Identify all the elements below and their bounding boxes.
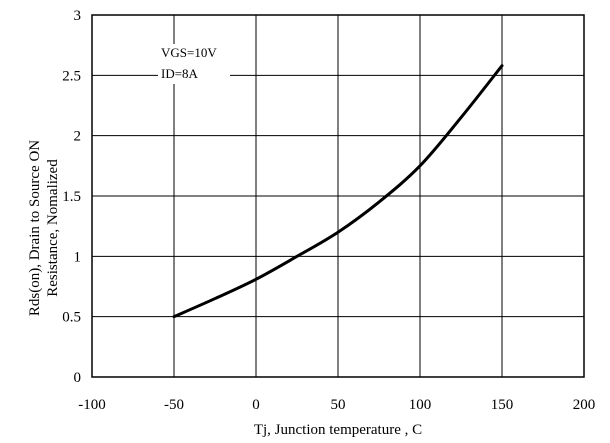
x-tick-labels: -100 -50 0 50 100 150 200 (78, 397, 595, 413)
y-tick-label: 0.5 (62, 310, 81, 326)
x-tick-label: -50 (164, 397, 184, 413)
annotation-vgs: VGS=10V (161, 45, 217, 60)
y-tick-label: 2 (74, 129, 82, 145)
y-tick-label: 1 (74, 249, 82, 265)
x-tick-label: 0 (252, 397, 260, 413)
annotation-background (158, 44, 230, 84)
annotation-id: ID=8A (161, 66, 199, 81)
x-axis-title: Tj, Junction temperature , C (254, 422, 422, 438)
plot-border (91, 14, 585, 378)
y-tick-label: 3 (74, 8, 82, 24)
y-axis-title-line-1: Rds(on), Drain to Source ON (27, 140, 43, 316)
y-tick-label: 0 (74, 370, 82, 386)
x-tick-label: 100 (409, 397, 432, 413)
x-tick-label: 200 (573, 397, 596, 413)
x-tick-label: -100 (78, 397, 106, 413)
y-axis-title-line-2: Resistance, Nomalized (45, 159, 61, 297)
y-tick-labels: 0 0.5 1 1.5 2 2.5 3 (62, 8, 81, 386)
plot-frame (91, 14, 585, 378)
y-tick-label: 1.5 (62, 189, 81, 205)
annotation-box: VGS=10V ID=8A (158, 44, 230, 84)
series (172, 64, 504, 319)
series-line-0 (172, 64, 504, 319)
x-tick-label: 150 (491, 397, 514, 413)
y-tick-label: 2.5 (62, 68, 81, 84)
x-tick-label: 50 (331, 397, 346, 413)
